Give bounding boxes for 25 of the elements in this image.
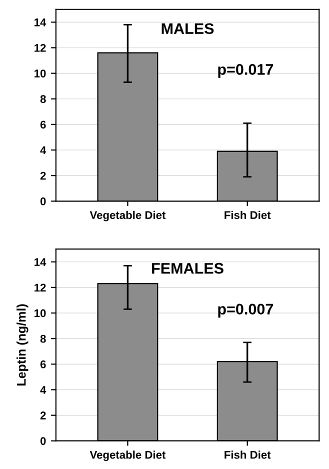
y-tick-label: 0 (40, 437, 46, 445)
y-tick-label: 14 (34, 18, 46, 26)
y-tick-label: 10 (34, 70, 46, 78)
annotation: p=0.017 (218, 64, 274, 78)
y-tick-label: 4 (40, 146, 46, 154)
y-tick-label: 14 (34, 258, 46, 266)
y-tick-label: 6 (40, 360, 46, 368)
y-tick-label: 0 (40, 197, 46, 206)
x-tick-label: Fish Diet (224, 210, 271, 220)
text: MALES (162, 23, 214, 34)
y-tick-label: 10 (34, 309, 46, 318)
y-tick-label: 8 (40, 334, 46, 343)
text: FEMALES (152, 262, 224, 274)
y-tick-label: 2 (40, 412, 46, 420)
y-tick-label: 12 (34, 44, 46, 52)
x-tick-label: Vegetable Diet (90, 450, 166, 461)
y-tick-label: 8 (40, 95, 46, 104)
annotation: p=0.007 (218, 304, 274, 318)
x-tick-label: Fish Diet (224, 450, 271, 459)
x-tick-label: Vegetable Diet (90, 210, 166, 222)
y-tick-label: 6 (40, 120, 46, 129)
y-axis-title: Leptin (ng/ml) (16, 304, 28, 386)
y-tick-label: 2 (40, 172, 46, 180)
y-tick-label: 4 (40, 386, 46, 394)
y-tick-label: 12 (34, 284, 46, 292)
